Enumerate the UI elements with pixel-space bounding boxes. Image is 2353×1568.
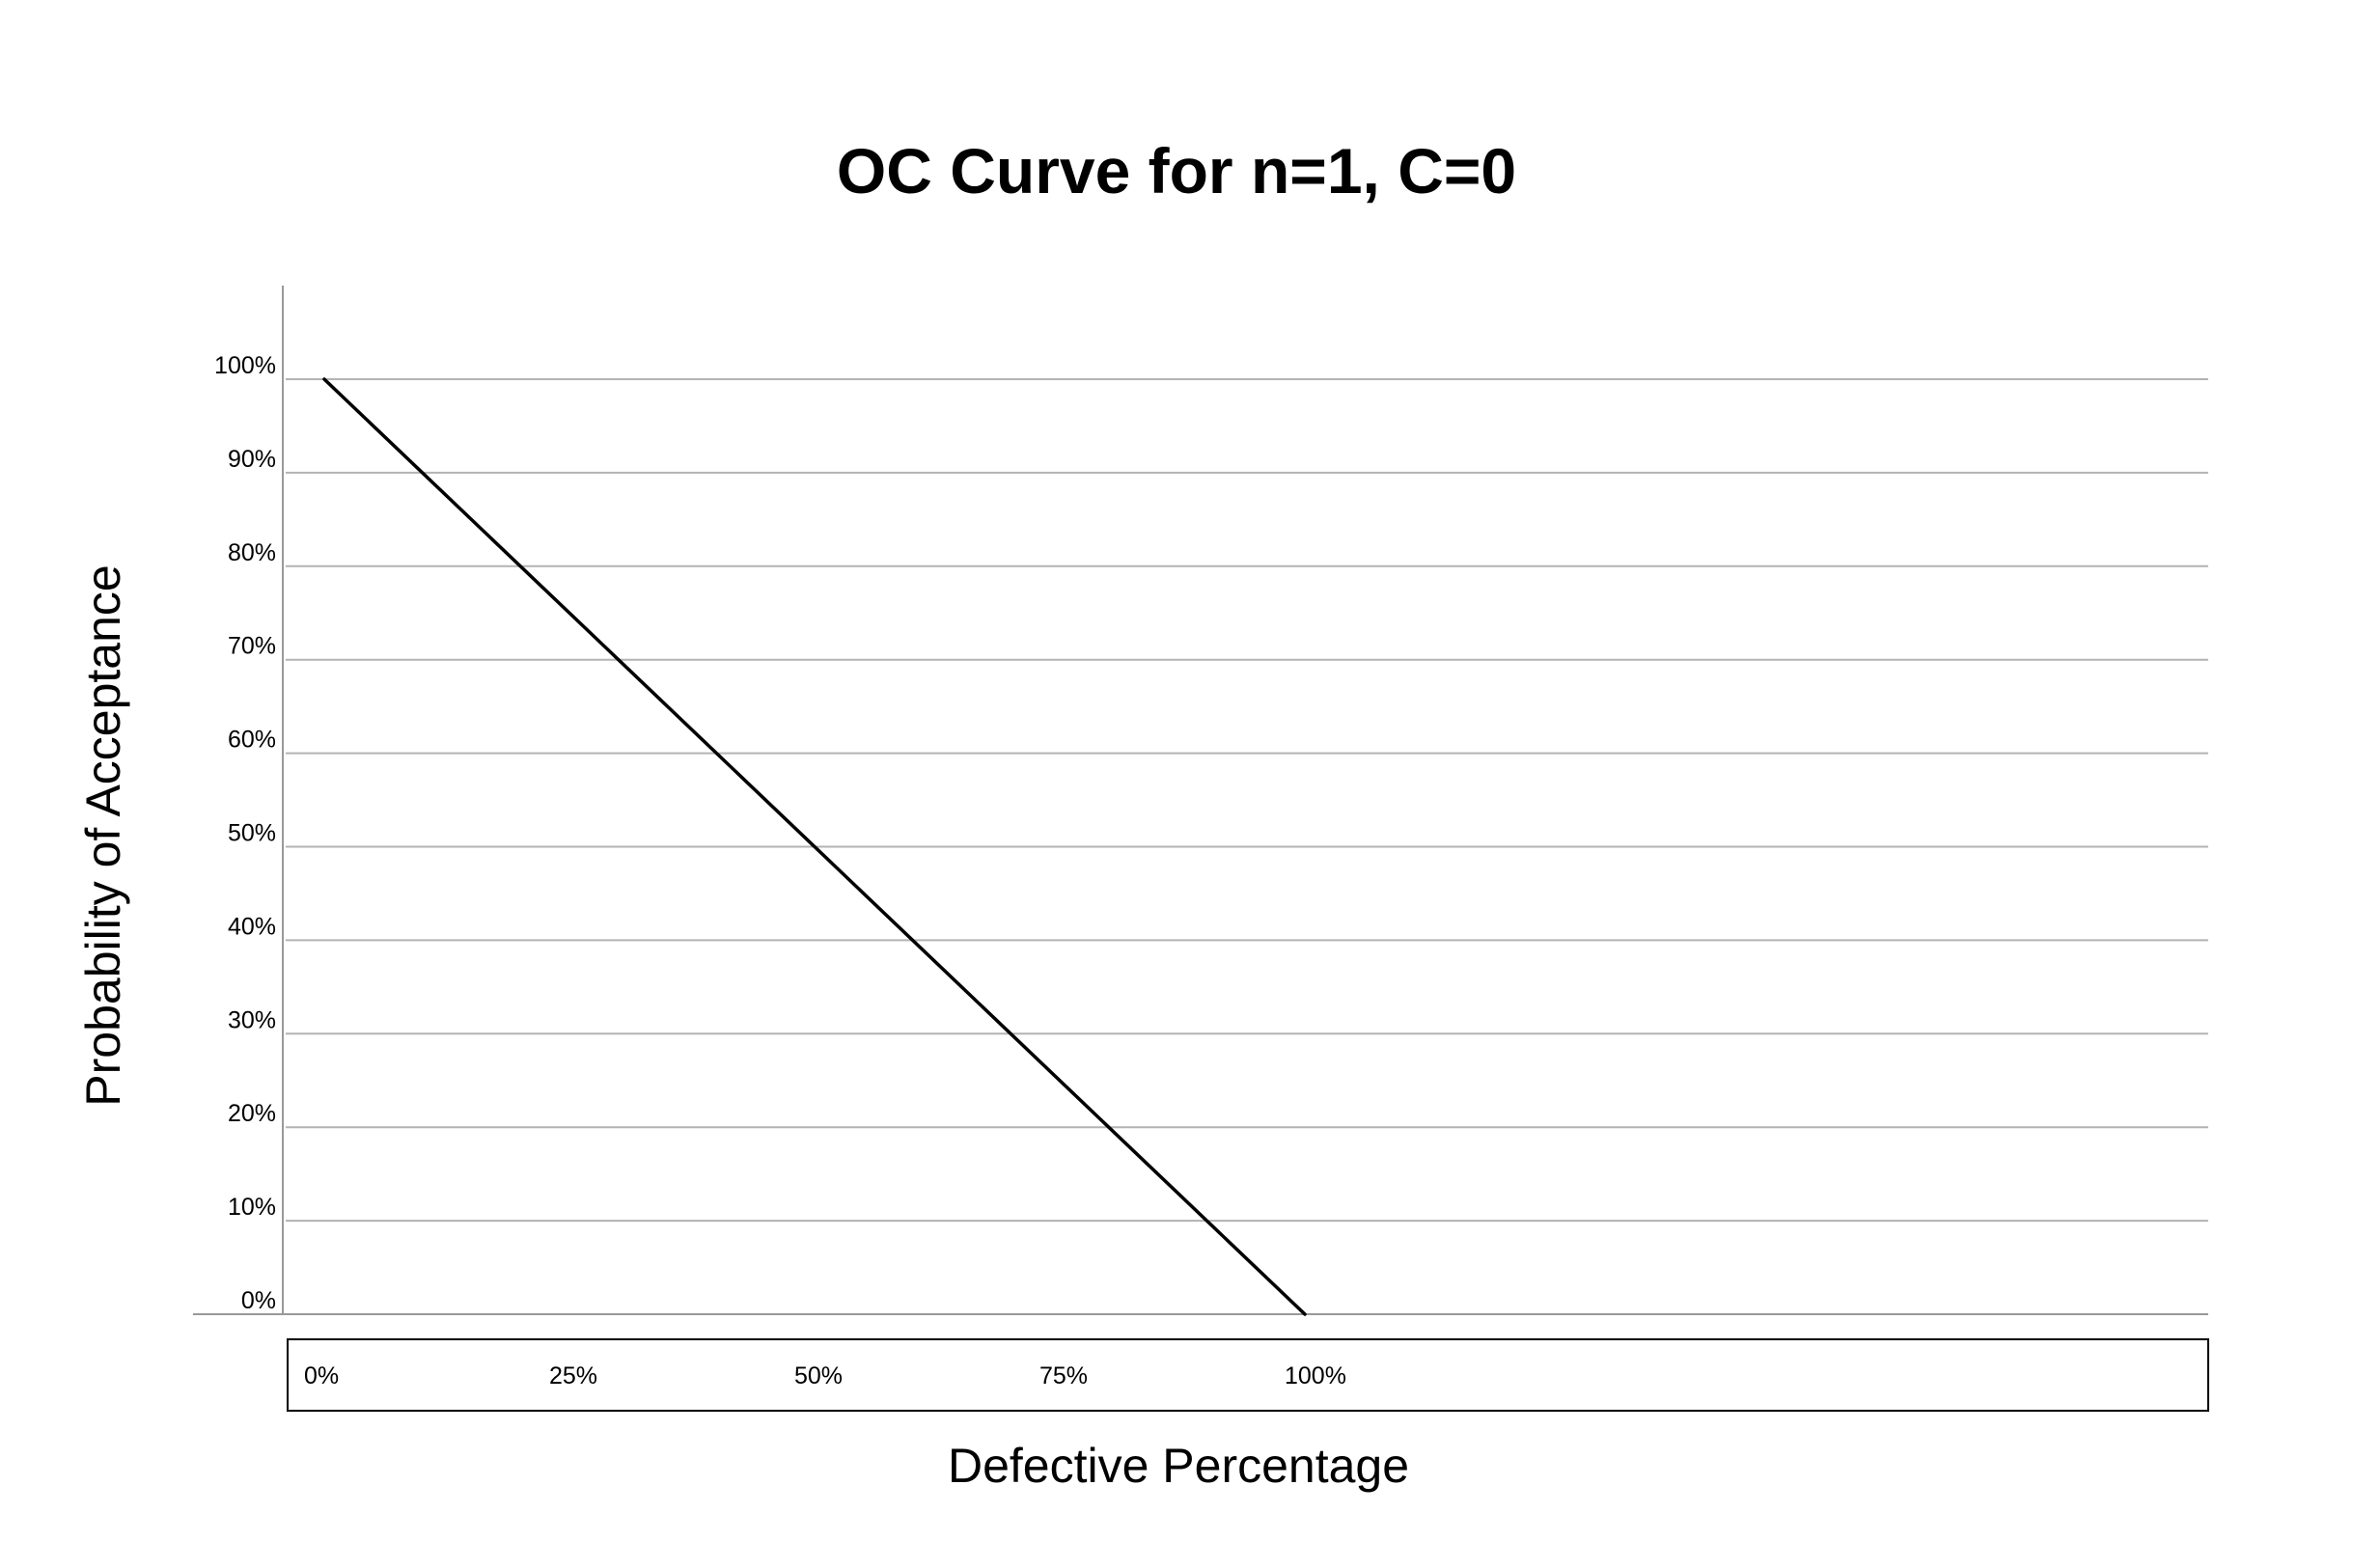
y-tick-label: 0% [241,1287,276,1314]
x-tick-label: 0% [304,1362,339,1389]
y-tick-labels: 100% 90% 80% 70% 60% 50% 40% 30% 20% 10% 0% [214,352,276,1314]
y-tick-label: 70% [228,633,276,660]
x-axis-label-box [287,1338,2209,1412]
series-line [322,377,1307,1316]
series-lines [322,377,1307,1316]
y-tick-label: 50% [228,820,276,847]
x-tick-label: 25% [549,1362,597,1389]
x-tick-labels: 0% 25% 50% 75% 100% [304,1362,1346,1389]
y-tick-label: 60% [228,727,276,754]
y-tick-label: 30% [228,1006,276,1033]
y-axis-title: Probability of Acceptance [76,564,130,1106]
y-tick-label: 80% [228,539,276,566]
y-tick-label: 100% [214,352,276,379]
axes [193,286,2208,1315]
x-tick-label: 50% [794,1362,843,1389]
y-tick-label: 10% [228,1194,276,1221]
chart-title: OC Curve for n=1, C=0 [837,135,1516,206]
x-axis-title: Defective Percentage [948,1439,1409,1493]
gridlines [286,378,2208,1223]
y-tick-label: 90% [228,446,276,473]
x-tick-label: 100% [1285,1362,1346,1389]
y-tick-label: 40% [228,913,276,940]
y-tick-label: 20% [228,1100,276,1127]
x-tick-label: 75% [1039,1362,1088,1389]
